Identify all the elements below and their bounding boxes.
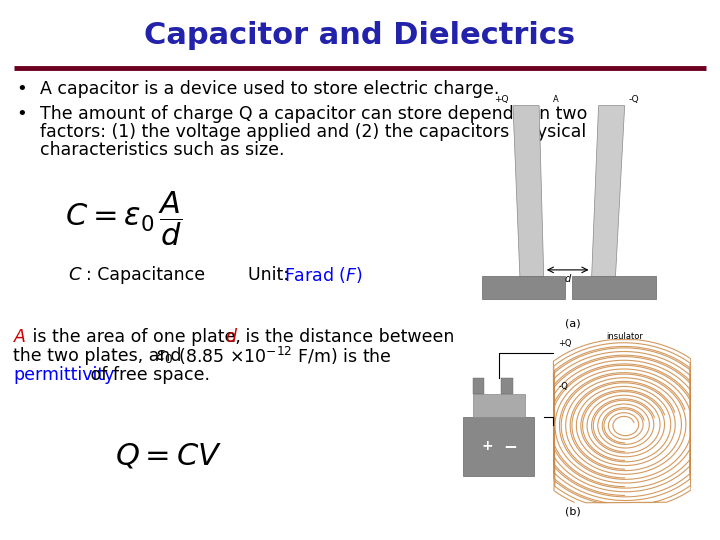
Text: Capacitor and Dielectrics: Capacitor and Dielectrics: [145, 21, 575, 50]
Text: (b): (b): [564, 507, 580, 516]
Text: $Q = CV$: $Q = CV$: [115, 442, 222, 471]
Text: A capacitor is a device used to store electric charge.: A capacitor is a device used to store el…: [40, 80, 499, 98]
Bar: [572, 276, 655, 299]
Text: $\mathit{A}$: $\mathit{A}$: [13, 328, 27, 347]
Text: (8.85 $\times$10$^{-12}$ F/m) is the: (8.85 $\times$10$^{-12}$ F/m) is the: [173, 346, 392, 367]
Text: -Q: -Q: [629, 94, 639, 104]
Bar: [472, 394, 525, 417]
Text: : Capacitance: : Capacitance: [86, 266, 205, 285]
Bar: [482, 276, 565, 299]
Text: characteristics such as size.: characteristics such as size.: [40, 141, 284, 159]
Polygon shape: [591, 106, 625, 282]
Text: $\mathit{C}$: $\mathit{C}$: [68, 266, 83, 285]
Text: •: •: [16, 105, 27, 124]
Text: $\varepsilon_0$: $\varepsilon_0$: [155, 347, 173, 366]
Bar: [472, 379, 485, 394]
Text: +: +: [481, 440, 492, 454]
Polygon shape: [513, 106, 544, 282]
Text: insulator: insulator: [606, 332, 643, 341]
Text: -Q: -Q: [558, 382, 568, 391]
Text: Farad ($\mathit{F}$): Farad ($\mathit{F}$): [284, 265, 364, 286]
Text: $C = \varepsilon_0\,\dfrac{A}{d}$: $C = \varepsilon_0\,\dfrac{A}{d}$: [65, 190, 182, 248]
Text: A: A: [553, 94, 559, 104]
Text: +Q: +Q: [494, 94, 508, 104]
Bar: [501, 379, 513, 394]
Text: $\mathit{d}$: $\mathit{d}$: [225, 328, 238, 347]
Text: The amount of charge Q a capacitor can store depends on two: The amount of charge Q a capacitor can s…: [40, 105, 587, 124]
Text: of free space.: of free space.: [85, 366, 210, 384]
Text: factors: (1) the voltage applied and (2) the capacitors physical: factors: (1) the voltage applied and (2)…: [40, 123, 586, 141]
Text: is the area of one plate,: is the area of one plate,: [27, 328, 247, 347]
Bar: [463, 417, 534, 476]
Text: is the distance between: is the distance between: [240, 328, 454, 347]
Text: $d$: $d$: [564, 272, 572, 285]
Text: Unit:: Unit:: [248, 266, 295, 285]
Text: the two plates, and: the two plates, and: [13, 347, 187, 366]
Text: •: •: [16, 80, 27, 98]
Text: permittivity: permittivity: [13, 366, 114, 384]
Text: (a): (a): [564, 319, 580, 328]
Text: +Q: +Q: [558, 339, 572, 348]
Text: −: −: [504, 437, 518, 455]
